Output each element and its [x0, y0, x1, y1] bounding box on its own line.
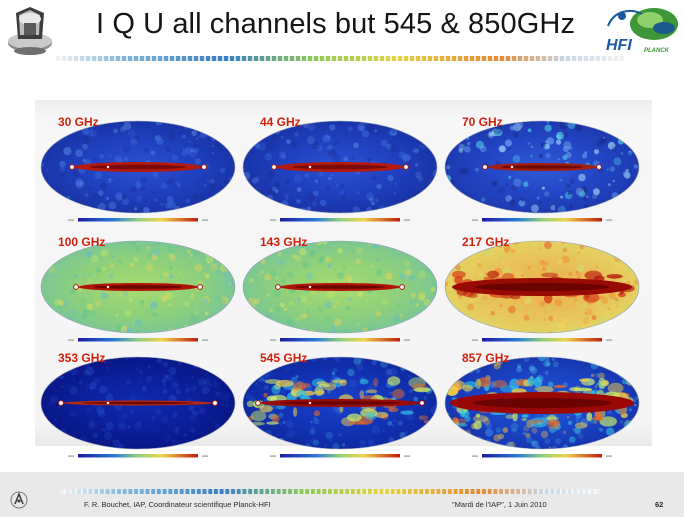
page-number: 62: [655, 500, 664, 509]
frequency-label: 44 GHz: [260, 115, 301, 129]
color-scale-bar: [78, 454, 198, 458]
color-scale-bar: [280, 454, 400, 458]
frequency-label: 545 GHz: [260, 351, 308, 365]
color-scale-bar: [280, 338, 400, 342]
hfi-planck-logo: HFI PLANCK: [606, 8, 678, 54]
mollweide-map: [40, 240, 236, 342]
footer-author: F. R. Bouchet, IAP, Coordinateur scienti…: [84, 500, 271, 509]
mollweide-map: [242, 120, 438, 222]
sky-map-100-ghz: 100 GHz: [38, 235, 238, 350]
color-scale-bar: [482, 338, 602, 342]
frequency-label: 217 GHz: [462, 235, 510, 249]
title-color-stripe: [56, 56, 624, 61]
color-scale-bar: [482, 218, 602, 222]
mollweide-map: [444, 356, 640, 458]
footer-bar: [0, 472, 684, 517]
planck-logo-text: PLANCK: [644, 48, 670, 54]
color-scale-bar: [280, 218, 400, 222]
frequency-label: 143 GHz: [260, 235, 308, 249]
mollweide-map: [40, 120, 236, 222]
color-scale-bar: [78, 218, 198, 222]
frequency-label: 857 GHz: [462, 351, 510, 365]
sky-map-857-ghz: 857 GHz: [442, 351, 642, 466]
mollweide-map: [242, 240, 438, 342]
frequency-label: 70 GHz: [462, 115, 503, 129]
color-scale-bar: [482, 454, 602, 458]
mollweide-map: [444, 120, 640, 222]
frequency-label: 100 GHz: [58, 235, 106, 249]
mollweide-map: [40, 356, 236, 458]
footer-color-stripe: [60, 489, 600, 494]
footer-event: "Mardi de l'IAP", 1 Juin 2010: [452, 500, 547, 509]
sky-map-143-ghz: 143 GHz: [240, 235, 440, 350]
mollweide-map: [242, 356, 438, 458]
frequency-label: 30 GHz: [58, 115, 99, 129]
sky-map-545-ghz: 545 GHz: [240, 351, 440, 466]
sky-map-353-ghz: 353 GHz: [38, 351, 238, 466]
slide-title: I Q U all channels but 545 & 850GHz: [96, 8, 576, 40]
sky-map-44-ghz: 44 GHz: [240, 115, 440, 230]
frequency-label: 353 GHz: [58, 351, 106, 365]
mollweide-map: [444, 240, 640, 342]
color-scale-bar: [78, 338, 198, 342]
planck-satellite-icon: [8, 7, 52, 55]
sky-map-217-ghz: 217 GHz: [442, 235, 642, 350]
sky-map-70-ghz: 70 GHz: [442, 115, 642, 230]
sky-map-30-ghz: 30 GHz: [38, 115, 238, 230]
iap-logo-icon: [10, 491, 28, 509]
hfi-logo-text: HFI: [606, 37, 632, 54]
